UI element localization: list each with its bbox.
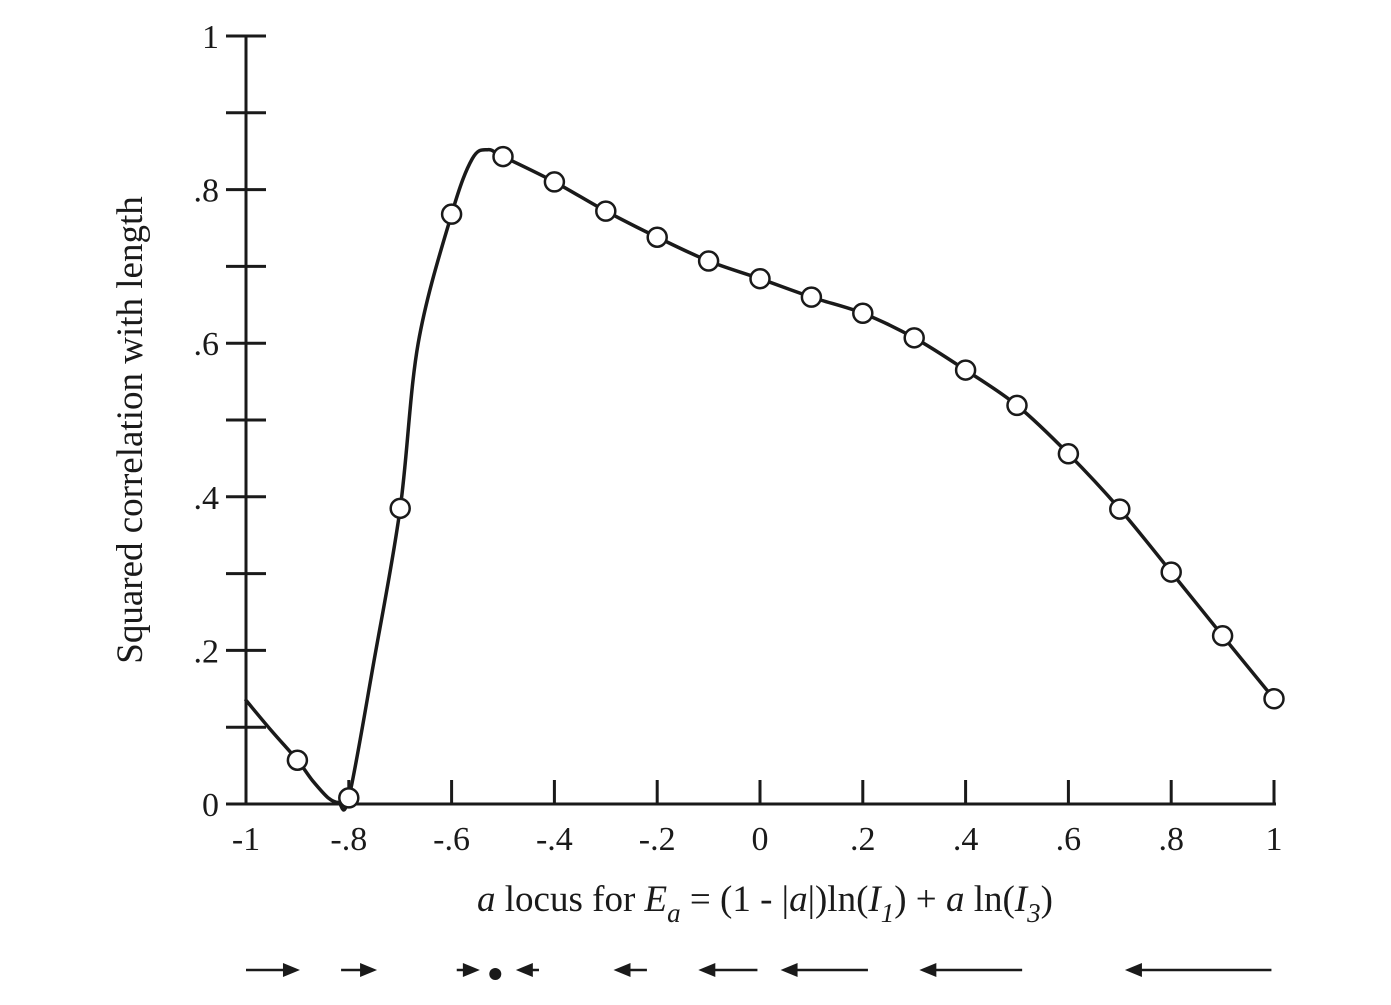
x-title-mid1: = (1 - |	[681, 879, 789, 920]
data-point-0	[749, 267, 771, 290]
y-tick-label-0: 0	[202, 787, 219, 824]
y-axis-title: Squared correlation with length	[110, 196, 151, 664]
bottom-indicators	[246, 963, 1272, 980]
y-tick-label-0p4: .4	[194, 480, 220, 517]
data-point-m0p7	[389, 497, 411, 520]
x-title-abs-var: a	[789, 879, 808, 920]
y-tick-label-1: 1	[202, 19, 219, 56]
x-tick-label-0p2: .2	[850, 821, 876, 858]
left-arrow-icon-5	[613, 963, 647, 977]
data-point-0p4	[954, 359, 977, 381]
data-point-0p3	[903, 327, 925, 349]
data-point-0p5	[1006, 394, 1028, 417]
x-title-e: E	[644, 879, 668, 920]
x-tick-label-1: 1	[1266, 821, 1283, 858]
right-arrow-icon-1	[341, 963, 378, 977]
data-point-m0p9	[286, 749, 309, 771]
x-title-mid2: |)ln(	[808, 879, 869, 920]
x-tick-label-m0p4: -.4	[536, 821, 573, 858]
left-arrow-icon-4	[515, 963, 539, 977]
y-ticks: 0 .2 .4 .6 .8 1	[194, 19, 266, 824]
x-title-mid4: ln(	[964, 879, 1014, 920]
x-title-i1: I	[867, 879, 882, 920]
indicator-dot	[489, 968, 502, 980]
data-point-0p6	[1057, 443, 1080, 465]
left-arrow-icon-7	[780, 963, 868, 977]
x-tick-label-0p6: .6	[1056, 821, 1082, 858]
x-title-i1-sub: 1	[881, 898, 895, 928]
x-tick-label-m0p2: -.2	[639, 821, 676, 858]
x-title-var: a	[477, 879, 496, 920]
data-point-1	[1263, 688, 1285, 710]
x-tick-label-0p4: .4	[953, 821, 979, 858]
x-title-e-sub: a	[667, 898, 681, 928]
x-tick-label-m1: -1	[232, 821, 260, 858]
data-point-m0p8	[338, 787, 360, 809]
x-title-text: locus for	[496, 879, 645, 920]
x-tick-label-m0p6: -.6	[433, 821, 470, 858]
data-points	[286, 145, 1285, 809]
data-point-0p1	[800, 286, 823, 308]
x-title-end: )	[1041, 879, 1053, 920]
x-ticks: -1 -.8 -.6 -.4 -.2 0 .2 .4 .6 .8 1	[232, 780, 1283, 858]
x-axis-title: a locus for Ea = (1 - |a|)ln(I1) + a ln(…	[477, 879, 1053, 928]
axes	[244, 36, 1276, 806]
left-arrow-icon-6	[698, 963, 758, 977]
data-point-m0p2	[646, 226, 668, 248]
x-tick-label-0p8: .8	[1158, 821, 1184, 858]
x-title-i3-sub: 3	[1026, 898, 1041, 928]
data-point-m0p4	[543, 171, 566, 193]
x-tick-label-0: 0	[752, 821, 769, 858]
data-point-0p9	[1211, 625, 1234, 647]
left-arrow-icon-8	[919, 963, 1023, 977]
data-point-m0p6	[440, 203, 463, 225]
data-point-m0p5	[492, 145, 514, 168]
right-arrow-icon-0	[246, 963, 300, 977]
x-title-var2: a	[946, 879, 965, 920]
x-tick-label-m0p8: -.8	[330, 821, 367, 858]
left-arrow-icon-9	[1124, 963, 1272, 977]
data-point-m0p3	[595, 200, 617, 222]
x-title-mid3: ) +	[894, 879, 946, 920]
right-arrow-icon-2	[456, 963, 480, 977]
data-point-0p8	[1160, 561, 1182, 583]
data-point-0p2	[852, 302, 874, 324]
series-curve	[244, 147, 1276, 812]
y-tick-label-0p6: .6	[194, 326, 220, 363]
y-tick-label-0p2: .2	[194, 633, 220, 670]
y-tick-label-0p8: .8	[194, 173, 220, 210]
data-point-0p7	[1109, 498, 1131, 520]
data-point-m0p1	[697, 250, 720, 272]
x-title-i3: I	[1014, 879, 1029, 920]
